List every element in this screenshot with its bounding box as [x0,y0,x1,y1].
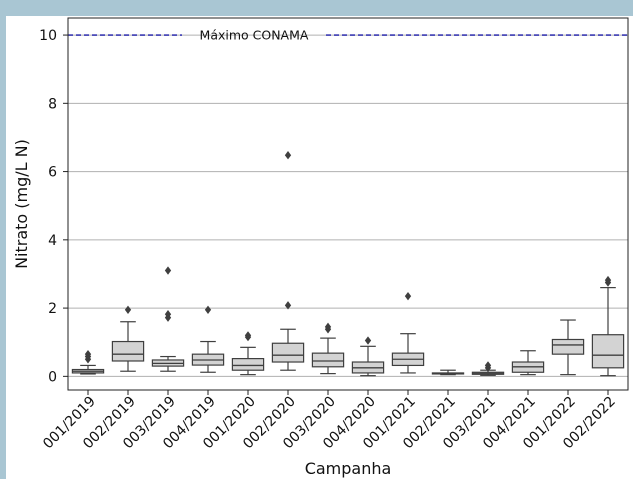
box-group [111,305,145,372]
y-tick-layer: 0 2 4 6 8 10 [39,28,68,385]
box-group [551,319,585,376]
box-group [191,305,225,373]
outlier-point [164,310,172,319]
grid-layer [68,34,628,377]
outlier-point [404,291,412,301]
box-group [471,361,505,376]
box-group [351,336,385,377]
box-group [391,291,425,374]
x-tick-layer: 001/2019002/2019003/2019004/2019001/2020… [40,390,619,452]
outlier-point [164,266,172,275]
outlier-point [284,150,292,160]
outlier-point [284,301,292,310]
outlier-point [124,305,132,314]
box-group [431,369,465,376]
plot-frame [67,17,629,391]
y-tick-label: 10 [39,28,57,44]
y-tick-label: 6 [48,165,57,181]
iqr-box [231,358,265,371]
y-tick-label: 8 [48,96,57,112]
outlier-point [484,361,492,370]
outlier-point [364,336,372,345]
iqr-box [111,340,145,362]
iqr-box [271,342,305,363]
outlier-point [204,305,212,314]
box-group [591,275,625,377]
iqr-box [591,334,625,369]
y-tick-label: 0 [48,369,57,385]
outlier-point [604,275,612,285]
reference-line-layer: Máximo CONAMA [68,28,628,43]
box-group [71,349,105,375]
y-tick-label: 2 [48,301,57,317]
figure: Máximo CONAMA 0 2 4 6 8 10 001/2019 002/2019 00… [6,16,633,479]
y-axis-label: Nitrato (mg/L N) [12,139,31,269]
x-axis-label: Campanha [305,459,392,478]
iqr-box [551,338,585,355]
outlier-point [84,349,92,359]
outlier-point [244,331,252,340]
box-group [151,266,185,372]
nitrate-boxplot-chart: Máximo CONAMA 0 2 4 6 8 10 001/2019002/201900… [12,17,629,478]
iqr-box [311,352,345,368]
box-layer [71,150,625,377]
y-tick-label: 4 [48,233,57,249]
box-group [271,150,305,371]
box-group [511,350,545,376]
box-group [231,331,265,376]
reference-line-label: Máximo CONAMA [200,28,309,43]
outlier-point [324,322,332,332]
box-group [311,322,345,375]
